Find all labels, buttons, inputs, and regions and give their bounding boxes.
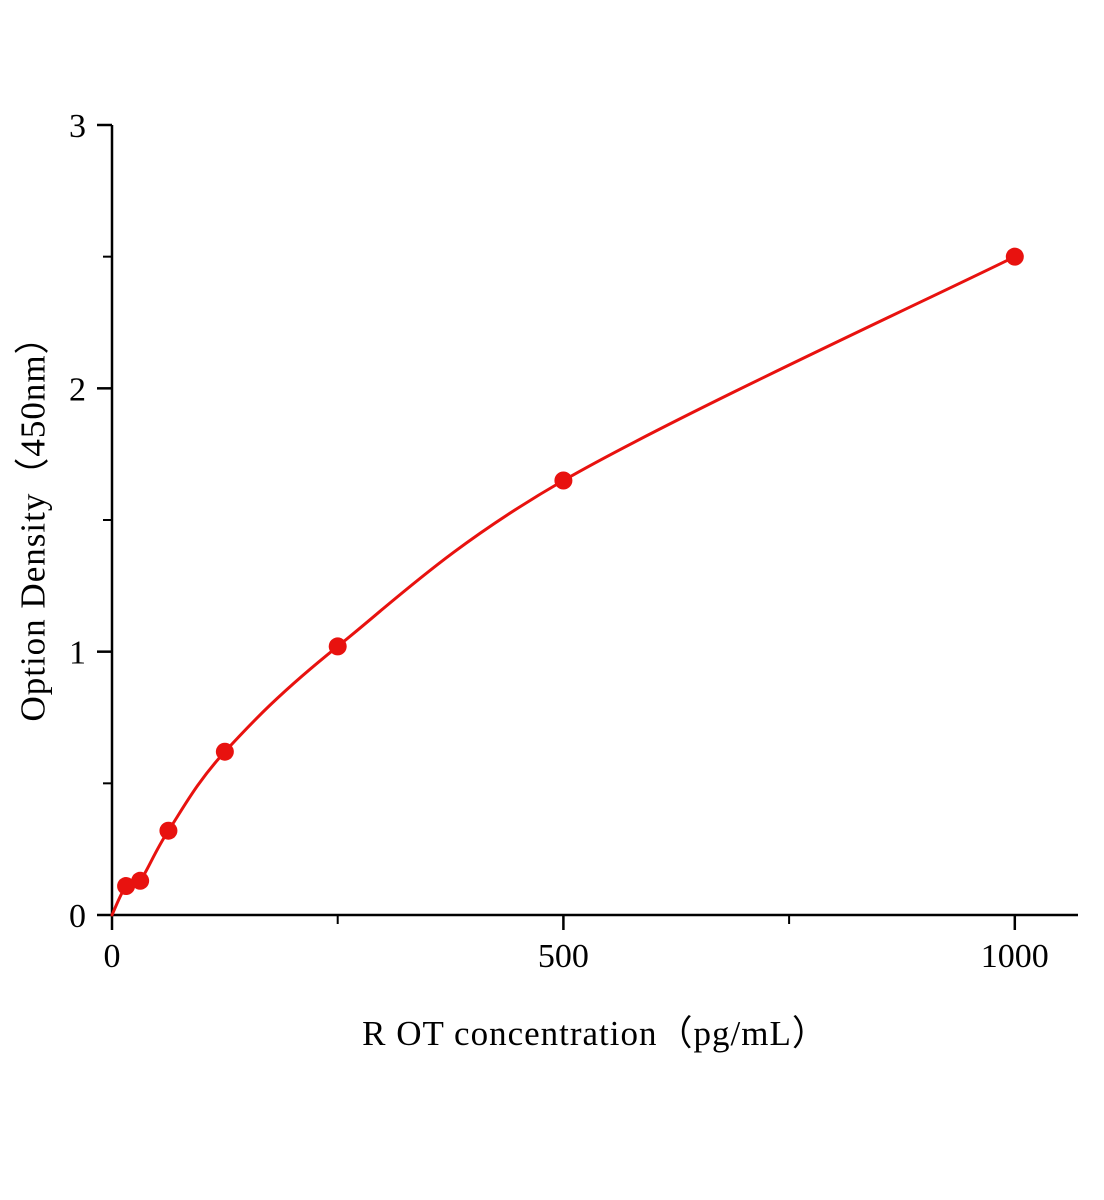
data-point bbox=[215, 742, 234, 761]
x-axis-title: R OT concentration（pg/mL） bbox=[362, 1014, 828, 1053]
data-point bbox=[117, 877, 136, 896]
data-point bbox=[554, 471, 573, 490]
y-axis-title: Option Density（450nm） bbox=[13, 318, 53, 722]
data-point bbox=[131, 871, 150, 890]
data-point bbox=[328, 637, 347, 656]
x-tick-label: 1000 bbox=[981, 938, 1049, 975]
data-point bbox=[159, 821, 178, 840]
y-tick-label: 2 bbox=[69, 371, 86, 408]
x-tick-label: 0 bbox=[104, 938, 121, 975]
y-tick-label: 1 bbox=[69, 635, 86, 672]
x-tick-label: 500 bbox=[538, 938, 589, 975]
y-tick-label: 0 bbox=[69, 898, 86, 935]
curve-line bbox=[110, 255, 1017, 917]
data-point bbox=[1005, 247, 1024, 266]
y-tick-label: 3 bbox=[69, 108, 86, 145]
